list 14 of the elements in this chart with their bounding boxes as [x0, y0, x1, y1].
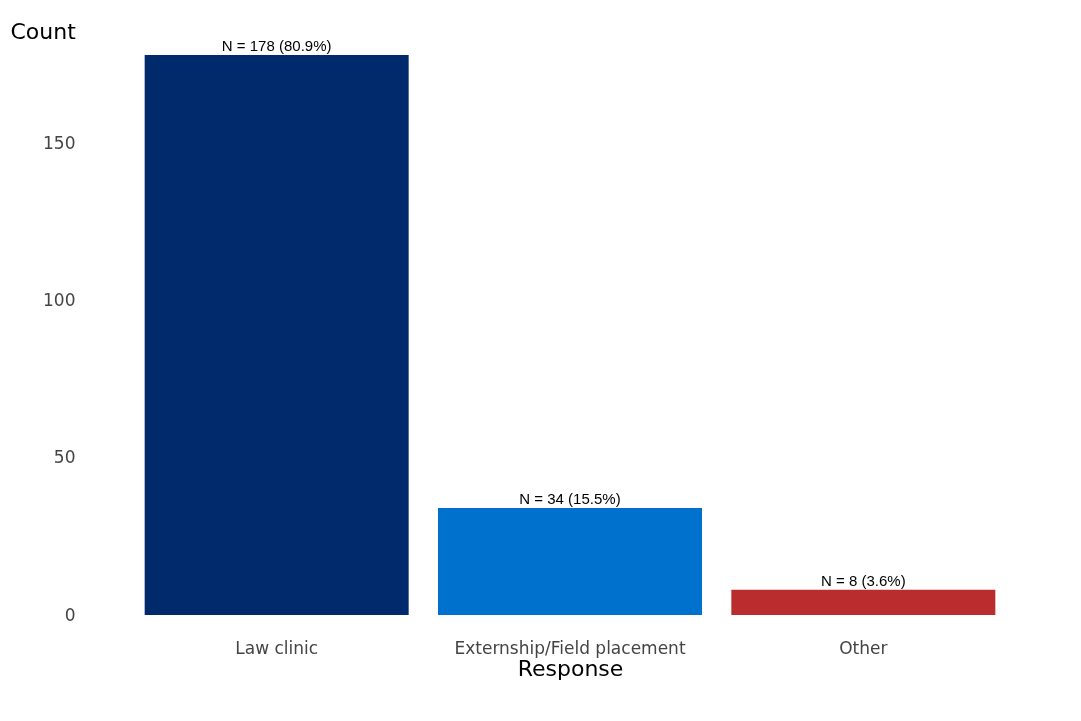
y-tick-label: 150 — [43, 132, 76, 153]
y-tick-label: 50 — [53, 447, 76, 468]
y-tick-label: 0 — [64, 604, 76, 625]
data-label: N = 178 (80.9%) — [221, 37, 332, 54]
data-label: N = 34 (15.5%) — [519, 490, 621, 508]
y-tick-label: 100 — [43, 289, 76, 310]
bar — [731, 589, 996, 615]
data-label: N = 8 (3.6%) — [821, 571, 906, 589]
bar — [438, 508, 702, 615]
x-tick-label: Externship/Field placement — [454, 637, 686, 658]
bar — [144, 55, 409, 615]
x-tick-label: Law clinic — [235, 637, 319, 658]
y-axis-title: Count — [10, 18, 77, 44]
x-tick-label: Other — [839, 637, 888, 658]
